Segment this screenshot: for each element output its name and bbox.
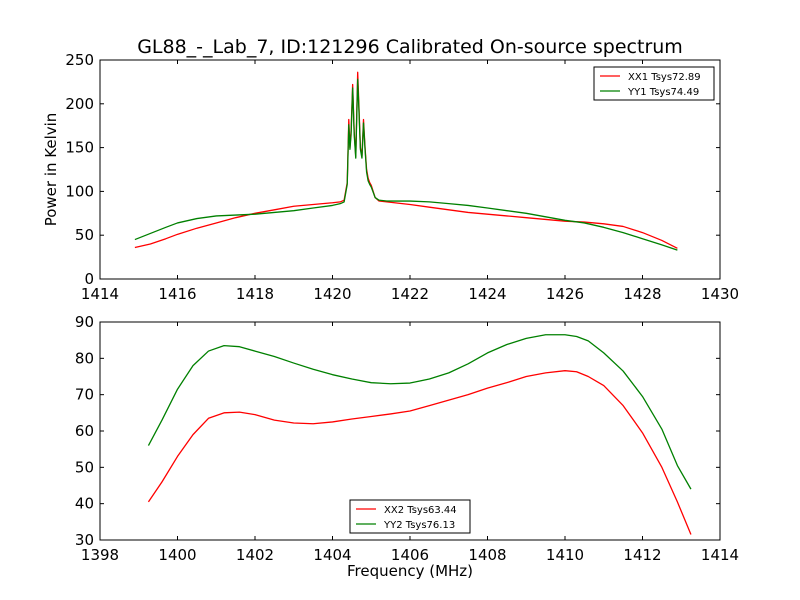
x-tick-label: 1402 (236, 546, 274, 564)
y-tick-label: 50 (75, 226, 94, 244)
y-tick-label: 60 (75, 422, 94, 440)
y-tick-label: 150 (65, 139, 94, 157)
y-tick-label: 70 (75, 386, 94, 404)
series-line-2-1 (147, 370, 692, 535)
y-tick-label: 0 (84, 270, 94, 288)
y-tick-label: 30 (75, 531, 94, 549)
chart-panel-2: 1398 1400 1402 1404 1406 1408 1410 1412 1414 30 40… (75, 313, 739, 580)
series-line-1-2 (134, 78, 678, 251)
legend-box (349, 499, 471, 534)
chart-panels: 1414 1416 1418 1420 1422 1424 1426 1428 14300501… (42, 51, 739, 580)
x-tick-label: 1400 (158, 546, 196, 564)
chart-title: GL88_-_Lab_7, ID:121296 Calibrated On-so… (137, 36, 683, 58)
x-tick-label: 1398 (81, 546, 119, 564)
legend-1: XX1 Tsys72.89 YY1 Tsys74.49 (593, 66, 715, 101)
series-line-1-1 (134, 71, 678, 249)
y-tick-label: 200 (65, 95, 94, 113)
x-tick-label: 1426 (546, 285, 584, 303)
x-tick-label: 1414 (81, 285, 119, 303)
legend-label: YY2 Tsys76.13 (383, 520, 455, 531)
x-tick-label: 1414 (701, 546, 739, 564)
legend-2: XX2 Tsys63.44 YY2 Tsys76.13 (349, 499, 471, 534)
chart-panel-1: 1414 1416 1418 1420 1422 1424 1426 1428 1430 0 50 1… (42, 51, 739, 303)
y-tick-label: 50 (75, 458, 94, 476)
x-tick-label: 1416 (158, 285, 196, 303)
legend-label: XX1 Tsys72.89 (628, 72, 701, 83)
x-tick-label: 1404 (313, 546, 351, 564)
legend-label: YY1 Tsys74.49 (627, 87, 699, 98)
y-axis-label: Power in Kelvin (42, 113, 60, 227)
x-tick-label: 1410 (546, 546, 584, 564)
x-tick-label: 1408 (468, 546, 506, 564)
x-tick-label: 1420 (313, 285, 351, 303)
y-tick-label: 40 (75, 495, 94, 513)
x-tick-label: 1422 (391, 285, 429, 303)
legend-label: XX2 Tsys63.44 (384, 505, 457, 516)
x-tick-label: 1412 (623, 546, 661, 564)
x-tick-label: 1418 (236, 285, 274, 303)
series-line-2-2 (147, 334, 692, 490)
y-tick-label: 80 (75, 349, 94, 367)
x-axis-label: Frequency (MHz) (347, 562, 473, 580)
y-tick-label: 100 (65, 182, 94, 200)
x-tick-label: 1430 (701, 285, 739, 303)
legend-box (593, 66, 715, 101)
x-tick-label: 1428 (623, 285, 661, 303)
y-tick-label: 250 (65, 51, 94, 69)
x-tick-label: 1406 (391, 546, 429, 564)
x-tick-label: 1424 (468, 285, 506, 303)
y-tick-label: 90 (75, 313, 94, 331)
